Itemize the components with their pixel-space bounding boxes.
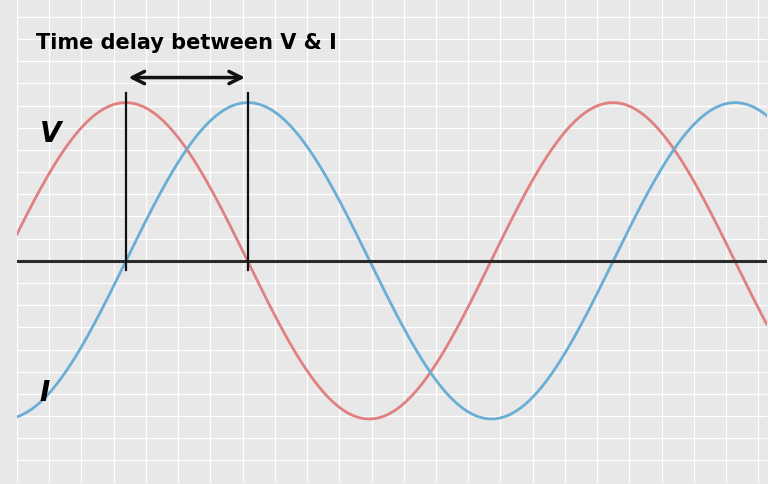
Text: V: V — [39, 120, 61, 148]
Text: I: I — [39, 378, 50, 406]
Text: Time delay between V & I: Time delay between V & I — [36, 33, 337, 53]
